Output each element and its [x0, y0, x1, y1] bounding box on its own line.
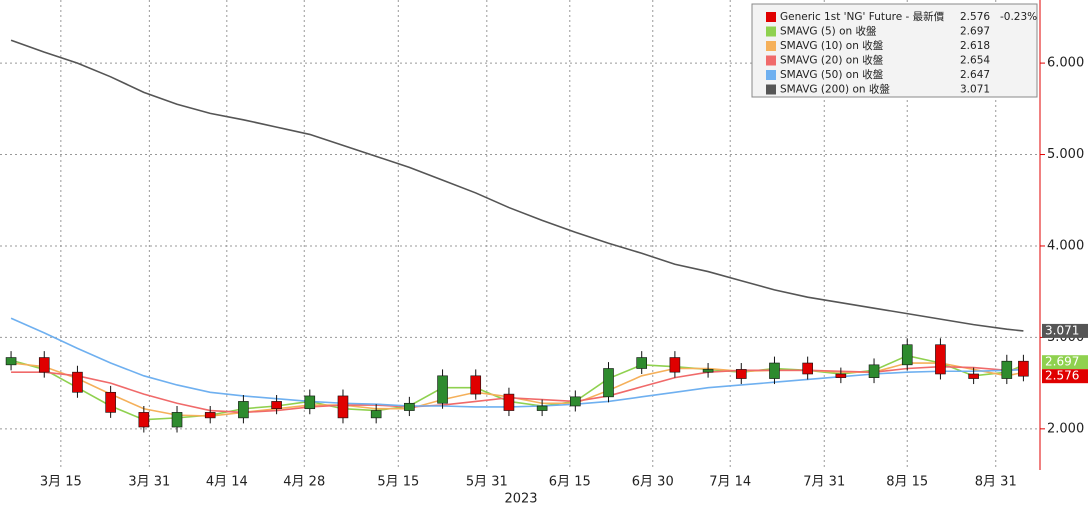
candle-body [404, 402, 415, 411]
last-value-box [1042, 355, 1088, 370]
last-value-label: 3.071 [1045, 323, 1079, 337]
y-tick-label: 4.000 [1047, 238, 1084, 253]
candle-body [935, 344, 946, 375]
x-tick-label: 7月 31 [803, 475, 845, 490]
legend-value: 2.618 [960, 40, 990, 52]
candle-body [802, 362, 813, 375]
legend-value: 3.071 [960, 84, 990, 96]
candle-body [968, 373, 979, 379]
x-tick-label: 4月 14 [206, 475, 248, 490]
x-tick-label: 6月 15 [549, 475, 591, 490]
candle-body [1001, 360, 1013, 379]
candle-body [5, 357, 17, 366]
candle-body [304, 395, 316, 410]
candle-body [1018, 360, 1029, 377]
y-tick-label: 2.000 [1047, 421, 1084, 436]
legend-swatch [766, 26, 776, 37]
legend-label: Generic 1st 'NG' Future - 最新價 [780, 10, 945, 23]
legend-value: 2.654 [960, 55, 990, 67]
x-tick-label: 6月 30 [632, 475, 674, 490]
y-tick-label: 6.000 [1047, 56, 1084, 71]
x-tick-label: 7月 14 [709, 475, 751, 490]
candle-body [735, 369, 747, 379]
x-tick-label: 5月 15 [377, 475, 419, 490]
legend-swatch [766, 55, 776, 66]
legend-box [751, 3, 1038, 98]
y-tick-label: 5.000 [1047, 147, 1084, 162]
x-tick-label: 3月 15 [40, 475, 82, 490]
candle-body [503, 393, 515, 411]
candle-body [38, 357, 50, 373]
candle-body [868, 364, 880, 378]
legend-label: SMAVG (200) on 收盤 [780, 83, 890, 96]
legend-label: SMAVG (5) on 收盤 [780, 25, 877, 38]
candle-body [470, 375, 482, 395]
legend-value: 2.697 [960, 26, 990, 38]
candle-body [669, 357, 681, 373]
x-tick-label: 4月 28 [283, 475, 325, 490]
sma-line [10, 39, 1024, 332]
candle-body [603, 368, 614, 398]
legend: Generic 1st 'NG' Future - 最新價 2.576 SMAVG … [751, 3, 1038, 98]
candle-body [437, 375, 448, 404]
sma-line [10, 317, 1024, 408]
legend-label: SMAVG (20) on 收盤 [780, 54, 884, 67]
last-value-box [1042, 323, 1088, 338]
legend-swatch [766, 41, 776, 51]
candle-body [835, 373, 847, 378]
sma-line [10, 354, 1024, 421]
candle-body [370, 410, 382, 419]
candle-body [204, 412, 216, 419]
x-axis-label: 2023 [504, 492, 537, 507]
candle-body [636, 357, 648, 369]
legend-value: 2.576 [960, 11, 990, 23]
candle-body [72, 371, 83, 393]
x-tick-label: 5月 31 [466, 475, 508, 490]
legend-swatch [766, 84, 776, 95]
x-tick-label: 3月 31 [128, 475, 170, 490]
candle-body [702, 369, 714, 373]
candle-body [536, 405, 548, 411]
candle-body [105, 391, 116, 413]
legend-swatch [766, 70, 776, 80]
candle-body [271, 401, 282, 410]
last-value-label: 2.697 [1045, 355, 1079, 369]
candle-body [337, 395, 349, 419]
x-tick-label: 8月 15 [886, 475, 928, 490]
legend-value: 2.647 [960, 69, 990, 81]
candle-body [171, 412, 183, 428]
candle-body [238, 401, 249, 419]
legend-label: SMAVG (50) on 收盤 [780, 68, 884, 81]
candle-body [570, 396, 581, 407]
legend-change: -0.23% [1000, 11, 1037, 23]
legend-label: SMAVG (10) on 收盤 [780, 39, 884, 52]
candle-body [138, 412, 150, 428]
sma-line [11, 365, 1024, 414]
last-value-label: 2.576 [1045, 369, 1079, 383]
last-value-box [1042, 369, 1088, 384]
x-tick-label: 8月 31 [975, 475, 1017, 490]
candle-body [901, 344, 913, 366]
legend-swatch [766, 12, 776, 22]
candle-body [769, 362, 780, 379]
